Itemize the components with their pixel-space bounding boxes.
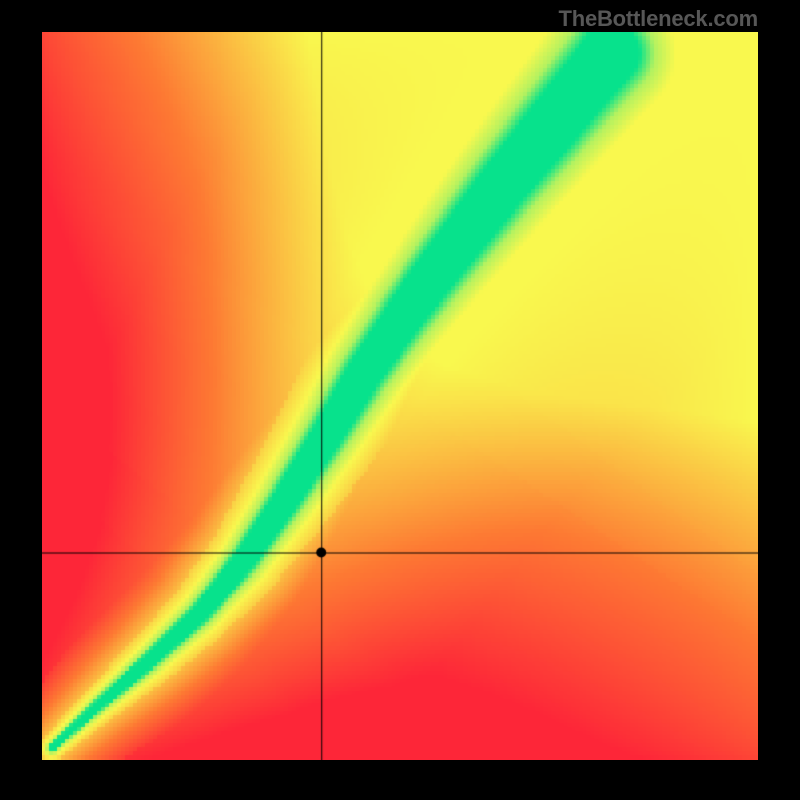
watermark-text: TheBottleneck.com (558, 6, 758, 32)
bottleneck-heatmap (42, 32, 758, 760)
chart-container: TheBottleneck.com (0, 0, 800, 800)
